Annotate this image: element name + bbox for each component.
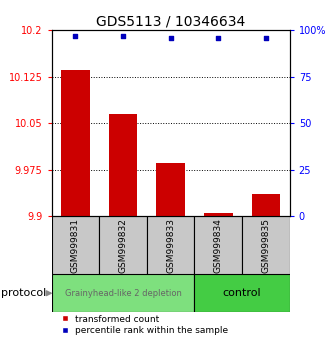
Point [168,35,173,40]
Bar [194,216,242,274]
Bar [147,216,194,274]
Text: GSM999835: GSM999835 [261,218,270,273]
Point [73,33,78,39]
Text: GSM999834: GSM999834 [214,218,223,273]
Text: Grainyhead-like 2 depletion: Grainyhead-like 2 depletion [65,289,181,298]
Title: GDS5113 / 10346634: GDS5113 / 10346634 [96,15,245,29]
Text: GSM999833: GSM999833 [166,218,175,273]
Bar [252,194,280,216]
Bar [194,274,290,312]
Point [216,35,221,40]
Bar [157,164,185,216]
Bar [61,70,90,216]
Point [263,35,268,40]
Text: GSM999832: GSM999832 [119,218,128,273]
Bar [99,216,147,274]
Text: control: control [223,288,261,298]
Bar [109,114,137,216]
Bar [52,274,194,312]
Point [121,33,126,39]
Legend: transformed count, percentile rank within the sample: transformed count, percentile rank withi… [61,315,228,335]
Bar [242,216,290,274]
Bar [204,213,232,216]
Text: GSM999831: GSM999831 [71,218,80,273]
Text: protocol: protocol [1,288,46,298]
Bar [52,216,99,274]
